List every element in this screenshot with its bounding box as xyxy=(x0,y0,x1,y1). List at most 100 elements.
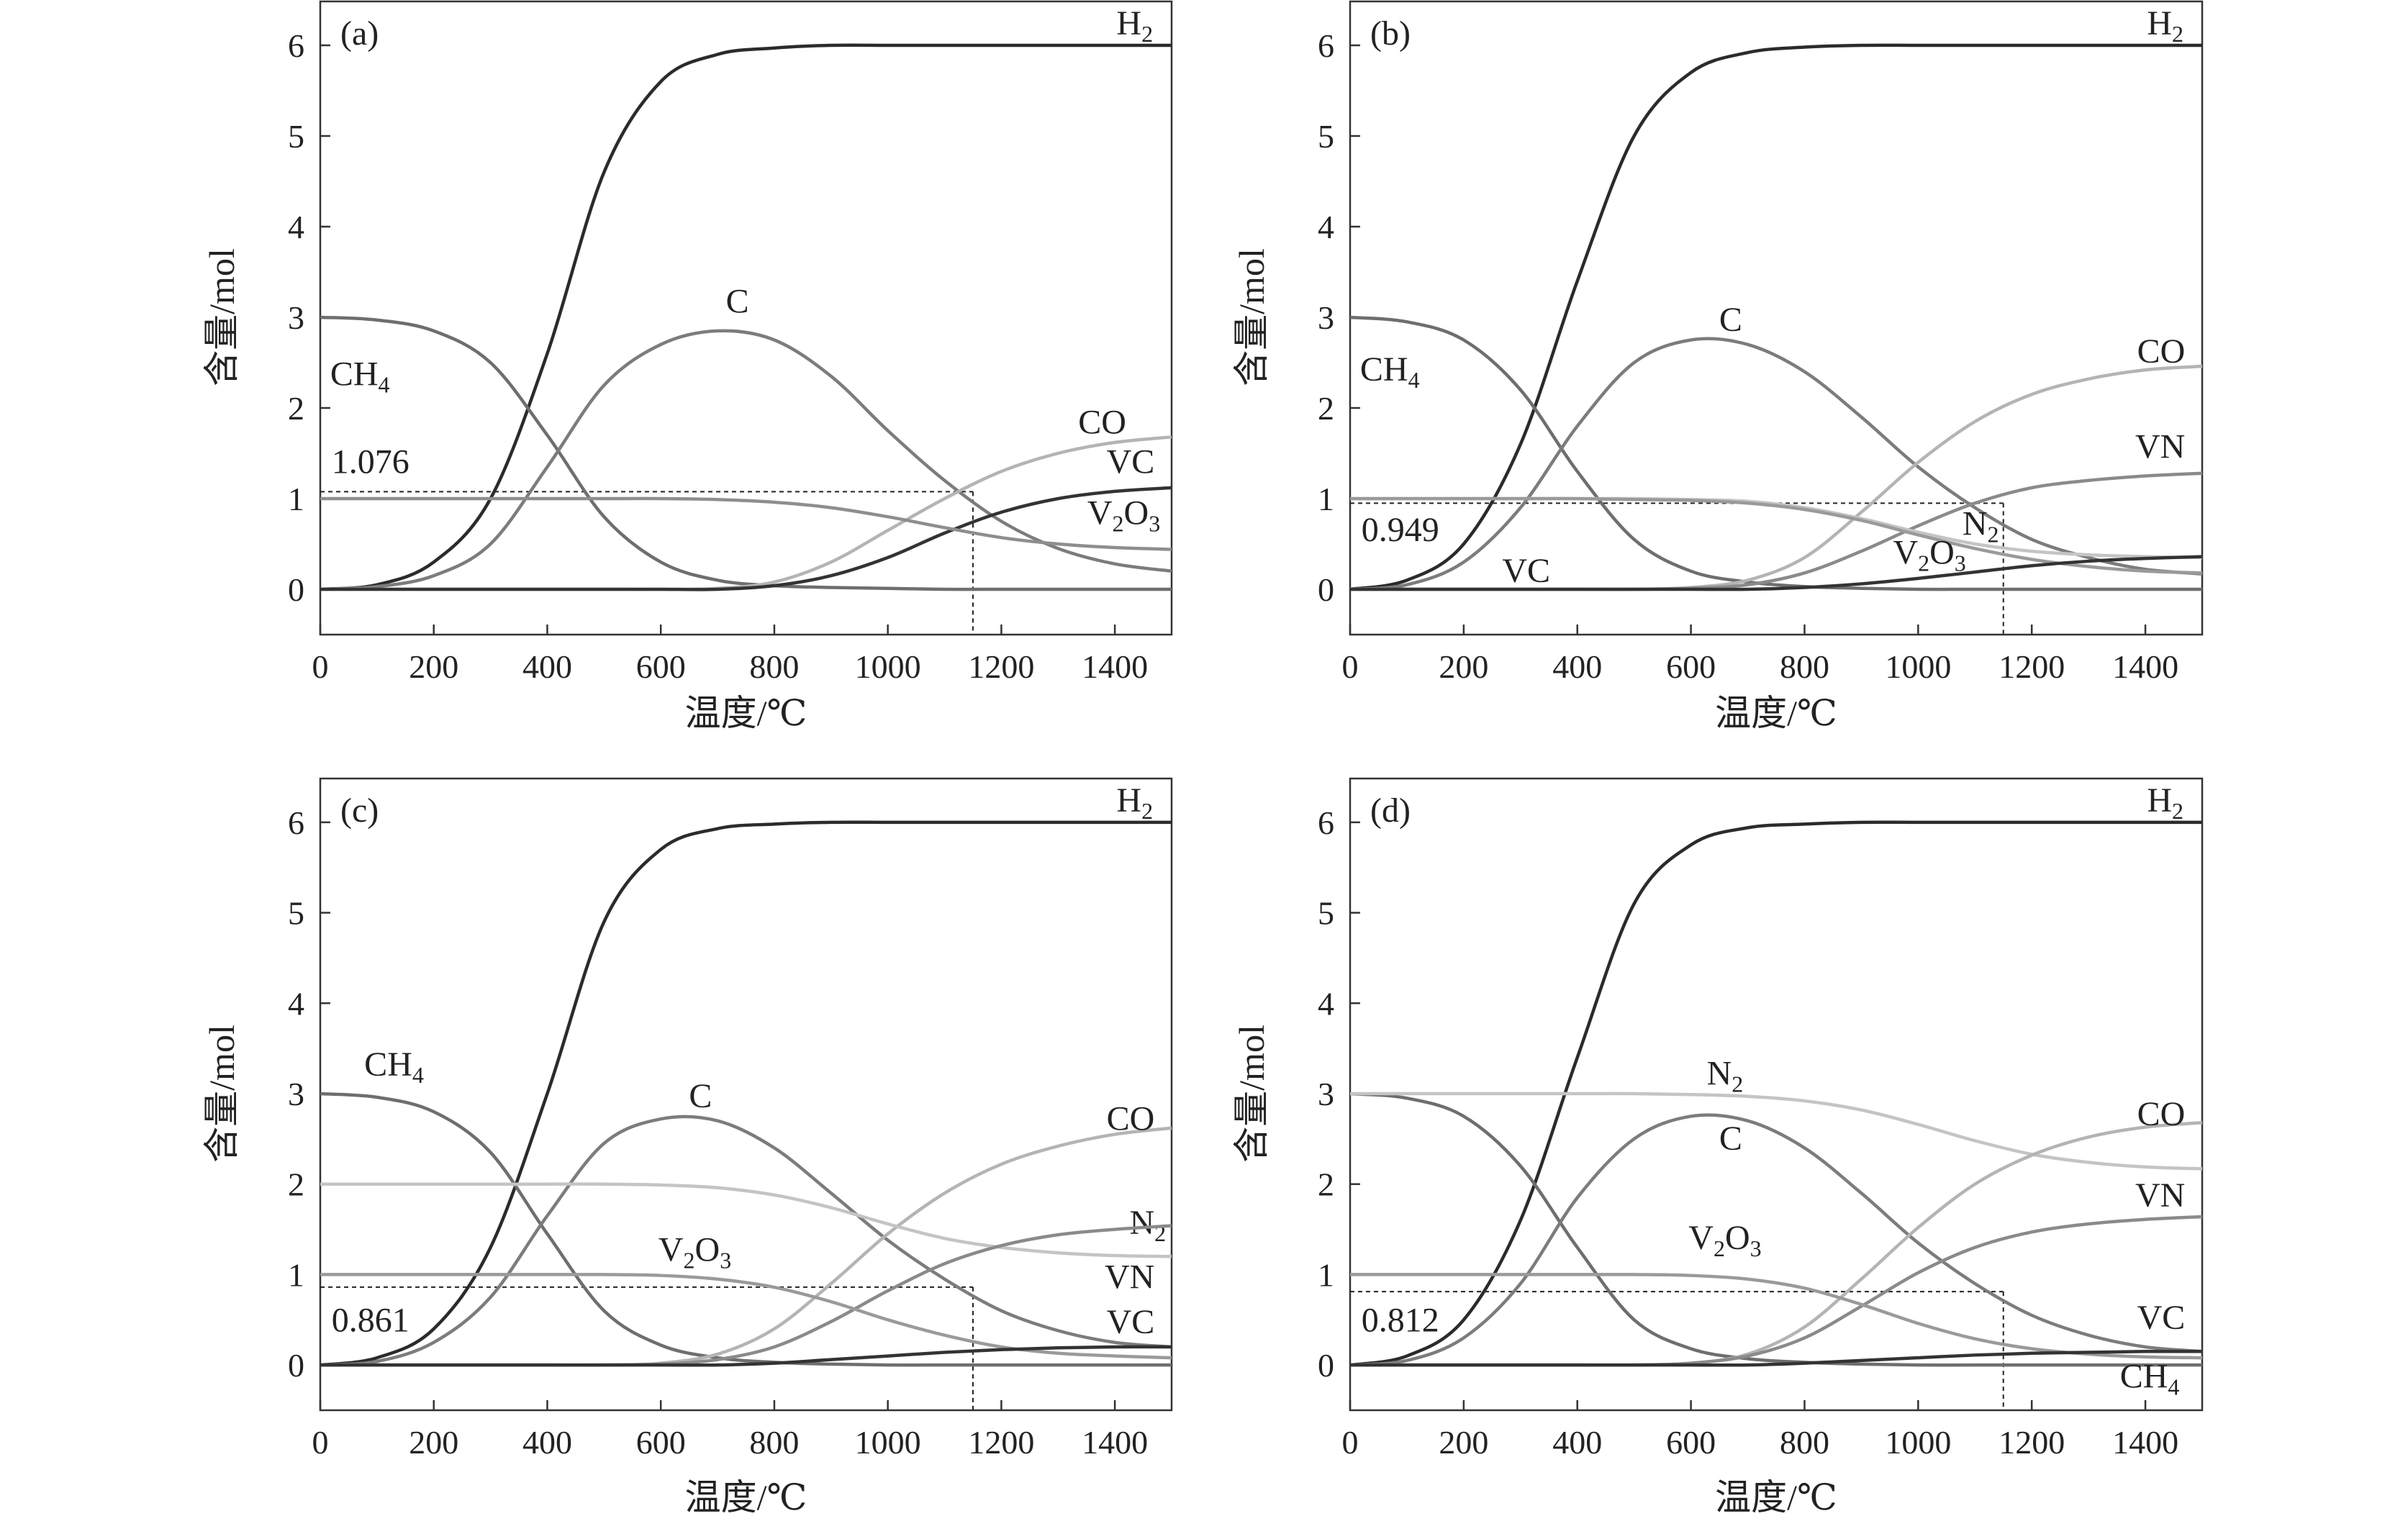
series-line-ch4 xyxy=(1349,1092,2202,1367)
x-tick-label: 400 xyxy=(1552,1424,1602,1461)
series-label-vn: VN xyxy=(1105,1258,1154,1296)
reference-value-label: 0.949 xyxy=(1362,511,1439,549)
x-tick-label: 200 xyxy=(409,1424,458,1461)
series-line-h2 xyxy=(1349,820,2202,1367)
y-tick-label: 1 xyxy=(288,1256,304,1293)
x-axis-title: 温度/℃ xyxy=(1715,693,1837,733)
series-label-co: CO xyxy=(1107,1099,1155,1138)
x-tick-label: 200 xyxy=(409,648,458,685)
series-line-n2 xyxy=(1349,1092,2203,1171)
series-label-v2o3: V2O3 xyxy=(1688,1219,1761,1261)
y-tick-label: 5 xyxy=(288,895,304,932)
y-tick-label: 6 xyxy=(1318,804,1334,841)
x-tick-label: 600 xyxy=(636,648,686,685)
series-label-vc: VC xyxy=(1107,443,1155,481)
y-tick-label: 3 xyxy=(1318,299,1334,336)
x-tick-label: 800 xyxy=(749,1424,799,1461)
x-tick-label: 1400 xyxy=(1082,1424,1148,1461)
y-tick-label: 4 xyxy=(1318,209,1334,245)
series-line-vc xyxy=(1350,1349,2203,1367)
x-tick-label: 0 xyxy=(312,1424,329,1461)
series-line-ch4 xyxy=(320,315,1172,591)
reference-value-label: 0.812 xyxy=(1362,1302,1439,1340)
panel-label: (b) xyxy=(1370,14,1411,53)
x-tick-label: 800 xyxy=(1780,648,1829,685)
y-tick-label: 2 xyxy=(288,1166,304,1203)
y-tick-label: 3 xyxy=(288,1076,304,1112)
x-tick-label: 1400 xyxy=(2112,648,2178,685)
panel-label: (a) xyxy=(340,14,379,53)
y-tick-label: 2 xyxy=(1318,1166,1334,1203)
y-tick-label: 1 xyxy=(288,481,304,517)
y-axis-title: 含量/mol xyxy=(1231,248,1272,386)
y-tick-label: 0 xyxy=(1318,571,1334,608)
series-label-vn: VN xyxy=(2135,1176,2185,1215)
series-line-vc xyxy=(320,486,1172,591)
x-tick-label: 1000 xyxy=(1885,648,1951,685)
series-line-h2 xyxy=(320,43,1172,591)
x-tick-label: 200 xyxy=(1439,1424,1488,1461)
chart-panel-b: 0 1 2 3 4 5 6 0 200 400 600 800 1000 1200 1400 温度/℃ 含量/m… xyxy=(1231,0,2204,733)
series-label-vn: VN xyxy=(2135,427,2185,466)
y-tick-label: 6 xyxy=(288,804,304,841)
series-label-h2: H2 xyxy=(1116,4,1153,47)
series-label-v2o3: V2O3 xyxy=(1087,494,1160,536)
chart-panel-a: 0 1 2 3 4 5 6 0 200 400 600 800 1000 1200 1400 温度/℃ 含量/m… xyxy=(202,0,1173,733)
series-line-ch4 xyxy=(1349,315,2202,591)
x-tick-label: 1400 xyxy=(1082,648,1148,685)
series-label-v2o3: V2O3 xyxy=(1893,534,1965,576)
series-line-h2 xyxy=(320,820,1172,1367)
series-line-co xyxy=(320,1126,1172,1367)
y-tick-label: 6 xyxy=(1318,27,1334,64)
series-label-h2: H2 xyxy=(2147,4,2183,47)
x-tick-label: 400 xyxy=(1552,648,1602,685)
x-axis-title: 温度/℃ xyxy=(685,1477,807,1517)
series-line-v2o3 xyxy=(320,496,1172,551)
x-tick-label: 1200 xyxy=(1999,1424,2065,1461)
y-axis-title: 含量/mol xyxy=(202,1025,242,1163)
series-label-v2o3: V2O3 xyxy=(658,1231,731,1274)
series-label-ch4: CH4 xyxy=(2120,1358,2180,1400)
x-tick-label: 0 xyxy=(1342,648,1359,685)
series-label-n2: N2 xyxy=(1707,1054,1744,1097)
series-label-c: C xyxy=(726,283,749,321)
y-tick-label: 5 xyxy=(288,118,304,155)
y-tick-label: 0 xyxy=(288,1347,304,1384)
y-tick-label: 4 xyxy=(1318,985,1334,1022)
series-label-n2: N2 xyxy=(1963,504,1999,547)
series-label-h2: H2 xyxy=(1116,781,1153,824)
x-tick-label: 1000 xyxy=(1885,1424,1951,1461)
x-tick-label: 800 xyxy=(749,648,799,685)
y-tick-label: 4 xyxy=(288,209,304,245)
y-tick-label: 1 xyxy=(1318,1256,1334,1293)
y-tick-label: 1 xyxy=(1318,481,1334,517)
y-tick-label: 5 xyxy=(1318,895,1334,932)
y-tick-label: 4 xyxy=(288,985,304,1022)
series-line-n2 xyxy=(320,1182,1172,1258)
y-tick-label: 3 xyxy=(1318,1076,1334,1112)
y-tick-label: 2 xyxy=(1318,390,1334,427)
series-label-co: CO xyxy=(1078,403,1126,441)
plot-frame xyxy=(1349,0,2204,636)
series-label-ch4: CH4 xyxy=(1360,350,1420,393)
series-line-vc xyxy=(1349,555,2203,591)
series-line-co xyxy=(320,435,1172,591)
y-axis-title: 含量/mol xyxy=(1231,1025,1272,1163)
series-label-vc: VC xyxy=(2137,1299,2186,1337)
y-tick-label: 6 xyxy=(288,27,304,64)
y-axis-title: 含量/mol xyxy=(202,248,242,386)
series-label-ch4: CH4 xyxy=(364,1045,424,1088)
panel-label: (d) xyxy=(1370,791,1411,830)
series-label-vc: VC xyxy=(1107,1303,1155,1341)
y-tick-label: 5 xyxy=(1318,118,1334,155)
x-tick-label: 0 xyxy=(1342,1424,1359,1461)
x-tick-label: 1200 xyxy=(968,1424,1034,1461)
series-label-c: C xyxy=(689,1077,712,1115)
series-line-h2 xyxy=(1349,43,2202,591)
panel-label: (c) xyxy=(340,791,379,830)
x-tick-label: 200 xyxy=(1439,648,1488,685)
series-line-co xyxy=(1349,364,2203,591)
chart-panel-c: 0 1 2 3 4 5 6 0 200 400 600 800 1000 1200 1400 温度/℃ 含量/m… xyxy=(202,777,1173,1517)
x-tick-label: 1000 xyxy=(855,1424,921,1461)
